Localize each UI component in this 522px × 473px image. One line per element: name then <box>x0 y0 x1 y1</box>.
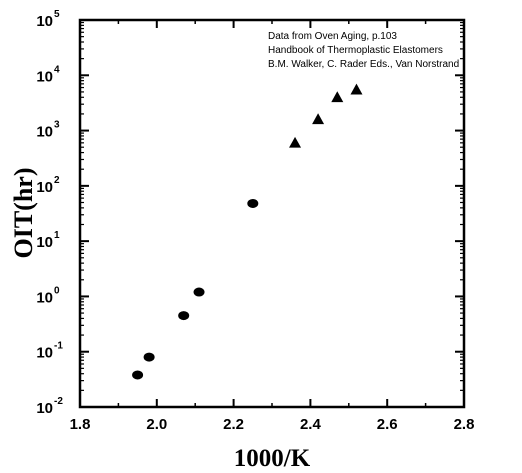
data-point-circle <box>193 287 205 297</box>
y-tick-label: 10 <box>36 68 53 85</box>
y-tick-exponent: 4 <box>54 64 60 75</box>
data-point-triangle <box>289 136 302 148</box>
y-tick-label: 10 <box>36 234 53 251</box>
data-point-triangle <box>331 91 344 103</box>
data-point-triangle <box>312 113 325 125</box>
source-annotation: Data from Oven Aging, p.103 Handbook of T… <box>268 31 459 70</box>
x-tick-label: 2.0 <box>146 416 167 433</box>
y-tick-label: 10 <box>36 179 53 196</box>
data-points <box>132 83 363 380</box>
x-axis-title: 1000/K <box>234 445 311 472</box>
y-tick-exponent: 1 <box>54 230 60 241</box>
x-tick-label: 2.2 <box>223 416 244 433</box>
x-tick-label: 1.8 <box>70 416 91 433</box>
annotation-line: B.M. Walker, C. Rader Eds., Van Norstran… <box>268 59 459 70</box>
plot-frame <box>78 18 466 409</box>
annotation-line: Data from Oven Aging, p.103 <box>268 31 397 42</box>
y-tick-exponent: 3 <box>54 120 60 131</box>
y-tick-label: 10 <box>36 124 53 141</box>
y-tick-exponent: 5 <box>54 9 60 20</box>
annotation-line: Handbook of Thermoplastic Elastomers <box>268 45 443 56</box>
y-tick-exponent: 0 <box>54 285 60 296</box>
data-point-circle <box>143 352 155 362</box>
x-axis-ticks: 1.8 2.0 2.2 2.4 2.6 2.8 <box>70 20 475 433</box>
y-tick-exponent: -2 <box>54 396 63 407</box>
data-point-circle <box>132 370 144 380</box>
data-point-circle <box>178 311 190 321</box>
y-tick-exponent: -1 <box>54 341 63 352</box>
y-tick-label: 10 <box>36 400 53 417</box>
x-tick-label: 2.6 <box>377 416 398 433</box>
x-tick-label: 2.4 <box>300 416 322 433</box>
y-tick-exponent: 2 <box>54 175 60 186</box>
y-tick-label: 10 <box>36 345 53 362</box>
x-tick-label: 2.8 <box>454 416 475 433</box>
y-axis-title: OIT(hr) <box>9 168 38 259</box>
data-point-triangle <box>350 83 363 95</box>
y-tick-label: 10 <box>36 289 53 306</box>
data-point-circle <box>247 198 259 208</box>
y-tick-label: 10 <box>36 13 53 30</box>
